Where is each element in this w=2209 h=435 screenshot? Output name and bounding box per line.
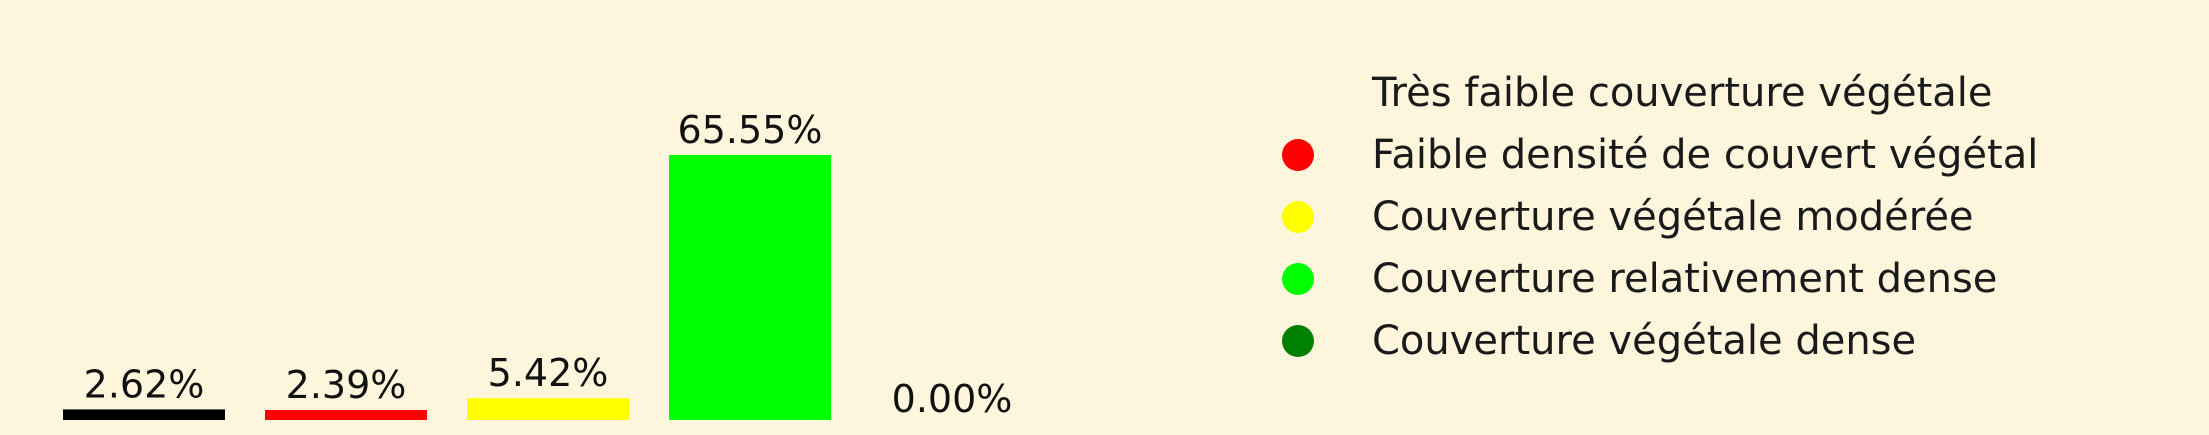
bar-value-label-5: 0.00%	[892, 377, 1013, 421]
bar-value-label-1: 2.62%	[84, 362, 205, 406]
bar-4	[669, 155, 831, 420]
chart-legend: Très faible couverture végétale Faible de…	[1278, 62, 2038, 372]
bar-3	[467, 398, 629, 420]
legend-label: Faible densité de couvert végétal	[1372, 132, 2039, 178]
bar-2	[265, 410, 427, 420]
bar-value-label-2: 2.39%	[286, 363, 407, 407]
legend-label: Très faible couverture végétale	[1372, 70, 1993, 116]
legend-label: Couverture végétale modérée	[1372, 194, 1974, 240]
legend-item-4: Couverture relativement dense	[1278, 248, 2038, 310]
bar-1	[63, 409, 225, 420]
bar-value-label-3: 5.42%	[488, 351, 609, 395]
legend-marker	[1282, 263, 1314, 295]
legend-marker	[1282, 325, 1314, 357]
legend-marker	[1282, 77, 1314, 109]
legend-item-1: Très faible couverture végétale	[1278, 62, 2038, 124]
legend-item-5: Couverture végétale dense	[1278, 310, 2038, 372]
legend-marker	[1282, 201, 1314, 233]
legend-label: Couverture végétale dense	[1372, 318, 1917, 364]
legend-item-2: Faible densité de couvert végétal	[1278, 124, 2038, 186]
bar-value-label-4: 65.55%	[678, 108, 823, 152]
legend-label: Couverture relativement dense	[1372, 256, 1998, 302]
legend-item-3: Couverture végétale modérée	[1278, 186, 2038, 248]
legend-marker	[1282, 139, 1314, 171]
